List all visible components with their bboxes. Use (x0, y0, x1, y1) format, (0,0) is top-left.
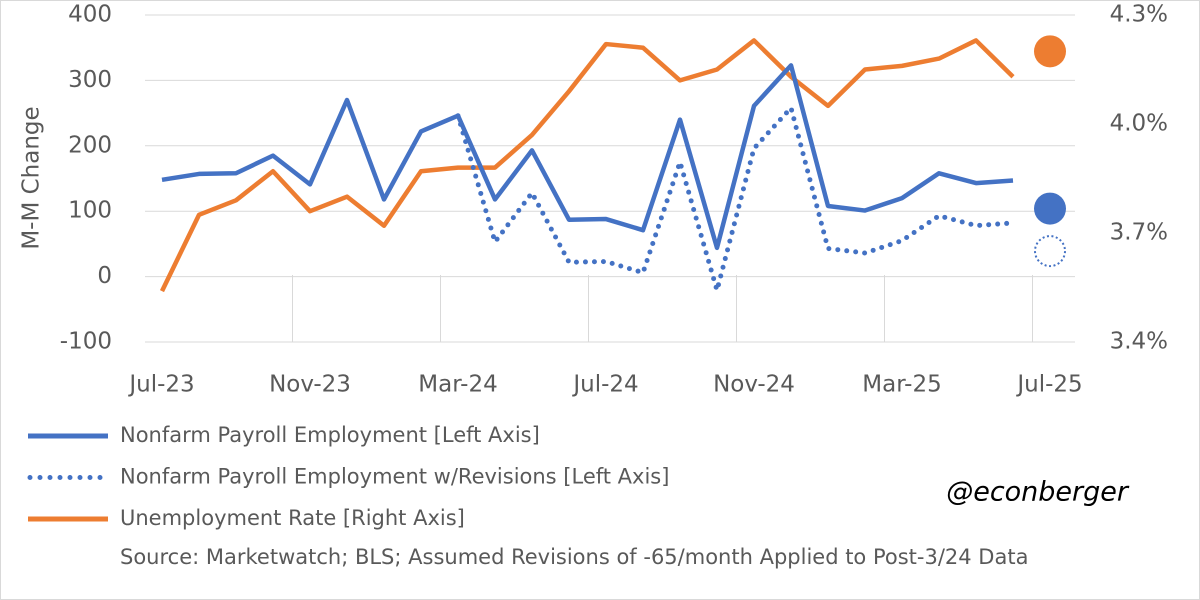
latest-point (1034, 235, 1066, 268)
x-tick-label: Jul-25 (1015, 372, 1082, 398)
legend-label: Nonfarm Payroll Employment w/Revisions [… (120, 465, 669, 489)
y-tick-label: 100 (68, 198, 112, 224)
x-tick-label: Mar-25 (862, 372, 942, 398)
y2-tick-label: 4.3% (1110, 2, 1168, 28)
y-axis-label: M-M Change (19, 106, 45, 249)
x-tick-label: Nov-24 (713, 372, 795, 398)
y2-tick-label: 3.4% (1110, 329, 1168, 355)
legend-label: Unemployment Rate [Right Axis] (120, 506, 465, 530)
y-tick-label: 300 (68, 67, 112, 93)
series-line (159, 38, 1015, 293)
x-tick-label: Nov-23 (269, 372, 351, 398)
y2-tick-label: 4.0% (1110, 111, 1168, 137)
annotation: @econberger (946, 477, 1130, 508)
series-line (455, 105, 1016, 293)
y-tick-label: 200 (68, 132, 112, 158)
y-tick-label: 400 (68, 2, 112, 28)
x-tick-label: Jul-23 (127, 372, 194, 398)
x-tick-label: Mar-24 (418, 372, 498, 398)
legend-label: Nonfarm Payroll Employment [Left Axis] (120, 423, 540, 447)
latest-point (1034, 192, 1066, 225)
x-tick-label: Jul-24 (571, 372, 638, 398)
y-tick-label: -100 (60, 329, 112, 355)
y2-tick-label: 3.7% (1110, 220, 1168, 246)
series-line (161, 63, 1014, 251)
source: Source: Marketwatch; BLS; Assumed Revisi… (120, 545, 1028, 569)
latest-point (1034, 35, 1066, 68)
y-tick-label: 0 (97, 263, 112, 289)
